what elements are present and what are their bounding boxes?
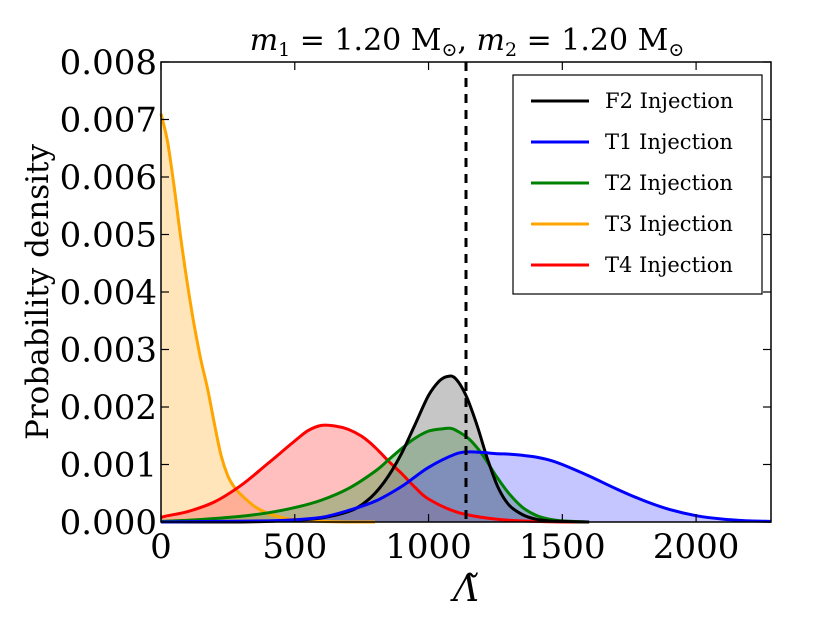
t2-injection-area	[161, 428, 590, 522]
t4-injection-legend-label: T4 Injection	[605, 253, 733, 277]
svg-text:Λ̃: Λ̃	[450, 569, 479, 610]
axis-ticks	[160, 61, 771, 523]
t2-injection-legend-label: T2 Injection	[605, 171, 733, 195]
t1-injection-legend-label: T1 Injection	[605, 130, 733, 154]
series-lines	[159, 113, 772, 524]
t2-injection-line	[160, 426, 590, 524]
t4-injection-line	[160, 423, 590, 524]
y-tick-label: 0.001	[60, 446, 157, 486]
x-axis-label: Λ̃	[450, 569, 479, 610]
t1-injection-line	[160, 450, 772, 524]
chart-title: m1 = 1.20 M⊙, m2 = 1.20 M⊙	[250, 23, 685, 61]
x-tick-label: 0	[150, 527, 172, 567]
x-tick-label: 1000	[385, 527, 472, 567]
f2-injection-legend-label: F2 Injection	[605, 89, 733, 113]
t3-injection-legend-label: T3 Injection	[605, 212, 733, 236]
plot-frame	[160, 61, 772, 523]
y-tick-label: 0.006	[60, 158, 157, 198]
f2-injection-area	[161, 375, 590, 522]
svg-text:m1 = 1.20 M⊙, m2 = 1.20 M⊙: m1 = 1.20 M⊙, m2 = 1.20 M⊙	[250, 23, 685, 61]
y-axis-label: Probability density	[20, 144, 56, 441]
y-tick-label: 0.000	[60, 503, 157, 543]
y-tick-label: 0.003	[60, 331, 157, 371]
svg-text:Probability density: Probability density	[20, 144, 56, 441]
legend: F2 Injection T1 Injection T2 Injection T3 I…	[512, 74, 763, 295]
y-tick-label: 0.002	[60, 388, 157, 428]
x-tick-label: 500	[262, 527, 327, 567]
y-tick-label: 0.007	[60, 101, 157, 141]
x-tick-label: 2000	[653, 527, 740, 567]
y-tick-label: 0.008	[60, 43, 157, 83]
t3-injection-area	[161, 113, 375, 522]
x-tick-label: 1500	[519, 527, 606, 567]
tick-labels: 0 500 1000 1500 2000 0.000 0.001 0.002 0.003 0.00…	[60, 43, 740, 567]
t4-injection-area	[161, 425, 590, 522]
y-tick-label: 0.005	[60, 216, 157, 256]
y-tick-label: 0.004	[60, 273, 157, 313]
